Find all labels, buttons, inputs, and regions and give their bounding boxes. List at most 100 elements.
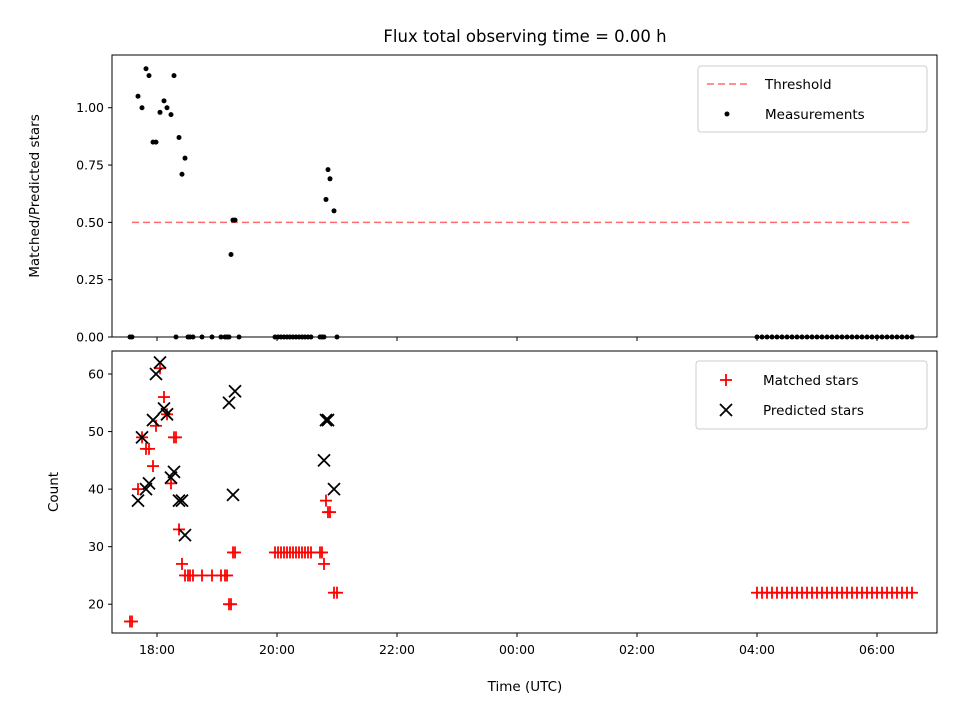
bottom-y-axis-label: Count bbox=[46, 472, 62, 512]
measurement-point bbox=[759, 334, 765, 340]
threshold-legend-label: Threshold bbox=[764, 77, 832, 93]
predicted-star-point bbox=[131, 493, 145, 508]
predicted-star-point bbox=[319, 413, 333, 427]
measurement-point bbox=[819, 334, 825, 340]
measurement-point bbox=[199, 334, 205, 340]
matched-star-point bbox=[320, 494, 332, 507]
matched-star-point bbox=[229, 546, 241, 559]
measurement-point bbox=[146, 73, 152, 79]
measurement-point bbox=[834, 334, 840, 340]
predicted-star-point bbox=[135, 430, 149, 444]
measurement-point bbox=[153, 139, 159, 145]
measurement-point bbox=[236, 334, 242, 340]
matched-star-point bbox=[126, 615, 138, 628]
measurement-point bbox=[164, 105, 170, 111]
measurement-point bbox=[844, 334, 850, 340]
predicted-star-point bbox=[178, 528, 192, 542]
predicted-star-point bbox=[226, 488, 240, 502]
predicted-star-point bbox=[167, 465, 181, 479]
measurement-point bbox=[909, 334, 915, 340]
matched-star-point bbox=[318, 557, 330, 570]
measurement-point bbox=[182, 155, 188, 161]
x-tick-label: 22:00 bbox=[379, 642, 415, 657]
predicted-star-point bbox=[321, 413, 335, 427]
measurement-point bbox=[784, 334, 790, 340]
measurement-point bbox=[331, 208, 337, 214]
measurement-point bbox=[884, 334, 890, 340]
top-measurement-points bbox=[127, 66, 915, 340]
top-y-tick-label: 1.00 bbox=[76, 100, 104, 115]
x-tick-label: 04:00 bbox=[739, 642, 775, 657]
measurement-point bbox=[173, 334, 179, 340]
measurement-point bbox=[874, 334, 880, 340]
predicted-star-point bbox=[142, 476, 156, 491]
measurement-point bbox=[321, 334, 327, 340]
x-tick-label: 02:00 bbox=[619, 642, 655, 657]
measurement-point bbox=[764, 334, 770, 340]
measurement-point bbox=[161, 98, 167, 104]
measurement-point bbox=[176, 135, 182, 141]
top-y-axis-label: Matched/Predicted stars bbox=[27, 114, 43, 277]
x-tick-label: 18:00 bbox=[139, 642, 175, 657]
measurement-point bbox=[139, 105, 145, 111]
matched-star-point bbox=[132, 483, 144, 496]
x-tick-label: 06:00 bbox=[859, 642, 895, 657]
chart-title: Flux total observing time = 0.00 h bbox=[383, 27, 666, 46]
measurement-point bbox=[323, 196, 329, 202]
predicted-star-point bbox=[146, 413, 160, 427]
matched-star-point bbox=[170, 431, 182, 444]
predicted-legend-label: Predicted stars bbox=[763, 403, 864, 419]
measurement-point bbox=[327, 176, 333, 182]
predicted-star-point bbox=[327, 482, 341, 496]
top-legend: Threshold Measurements bbox=[697, 65, 928, 133]
measurement-point bbox=[839, 334, 845, 340]
measurement-point bbox=[894, 334, 900, 340]
predicted-star-point bbox=[222, 396, 236, 410]
measurements-legend-marker bbox=[724, 111, 730, 117]
measurement-point bbox=[809, 334, 815, 340]
x-tick-label: 00:00 bbox=[499, 642, 535, 657]
measurement-point bbox=[218, 334, 224, 340]
measurement-point bbox=[769, 334, 775, 340]
predicted-star-point bbox=[153, 355, 167, 370]
matched-star-point bbox=[154, 362, 166, 375]
measurement-point bbox=[794, 334, 800, 340]
measurement-point bbox=[879, 334, 885, 340]
top-y-ticks: 0.00 0.25 0.50 0.75 1.00 bbox=[76, 100, 112, 345]
matched-star-point bbox=[324, 506, 336, 519]
measurement-point bbox=[824, 334, 830, 340]
bottom-y-tick-label: 40 bbox=[88, 482, 104, 497]
measurement-point bbox=[190, 334, 196, 340]
matched-star-point bbox=[158, 391, 170, 404]
measurement-point bbox=[779, 334, 785, 340]
bottom-y-tick-label: 60 bbox=[88, 367, 104, 382]
measurement-point bbox=[829, 334, 835, 340]
predicted-star-point bbox=[172, 493, 186, 508]
predicted-star-point bbox=[175, 493, 189, 508]
measurement-point bbox=[228, 251, 234, 257]
matched-star-point bbox=[143, 442, 155, 455]
bottom-panel: 20 30 40 50 60 18:00 20:00 22:00 00:00 02:00 04:0… bbox=[46, 350, 938, 695]
bottom-y-tick-label: 30 bbox=[88, 539, 104, 554]
measurement-point bbox=[135, 93, 141, 99]
bottom-legend: Matched stars Predicted stars bbox=[695, 360, 928, 430]
bottom-x-ticks: 18:00 20:00 22:00 00:00 02:00 04:00 06:00 bbox=[139, 633, 895, 657]
top-panel: 0.00 0.25 0.50 0.75 1.00 Matched/Predicted s… bbox=[27, 54, 938, 345]
measurement-point bbox=[814, 334, 820, 340]
measurement-point bbox=[869, 334, 875, 340]
measurement-point bbox=[849, 334, 855, 340]
bottom-points bbox=[124, 355, 918, 628]
measurement-point bbox=[308, 334, 314, 340]
predicted-legend-marker bbox=[719, 403, 733, 417]
top-y-tick-label: 0.00 bbox=[76, 330, 104, 345]
measurement-point bbox=[143, 66, 149, 72]
matched-legend-label: Matched stars bbox=[763, 373, 859, 389]
measurement-point bbox=[171, 73, 177, 79]
top-y-tick-label: 0.75 bbox=[76, 158, 104, 173]
bottom-y-tick-label: 20 bbox=[88, 597, 104, 612]
matched-star-point bbox=[176, 557, 188, 570]
x-axis-label: Time (UTC) bbox=[487, 679, 563, 695]
predicted-star-point bbox=[149, 367, 163, 381]
measurement-point bbox=[157, 109, 163, 115]
matched-star-point bbox=[221, 569, 233, 582]
